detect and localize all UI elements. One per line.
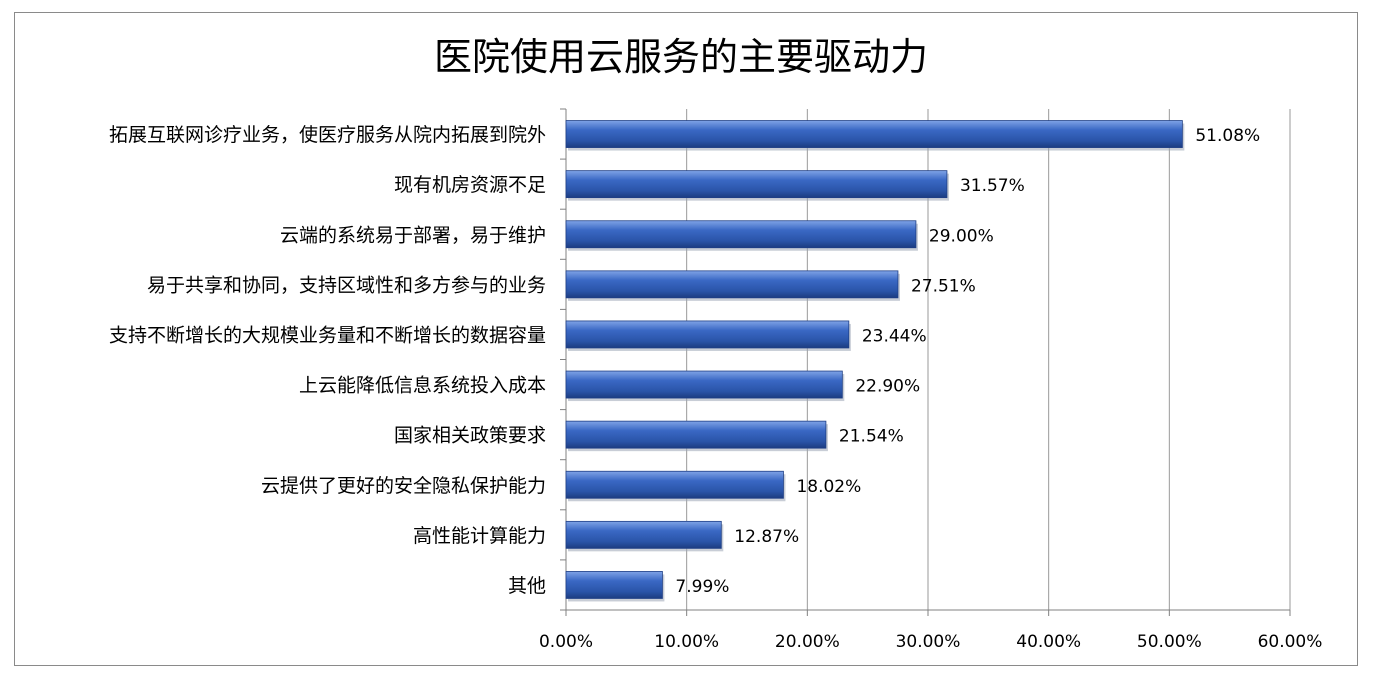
data-label: 29.00% (929, 226, 994, 246)
category-label: 其他 (508, 575, 546, 597)
bar (565, 320, 850, 349)
x-tick-label: 0.00% (539, 632, 593, 652)
bar (565, 420, 827, 449)
bar (565, 370, 843, 399)
category-label: 国家相关政策要求 (394, 425, 546, 447)
data-label: 12.87% (734, 527, 799, 547)
category-label: 云提供了更好的安全隐私保护能力 (261, 475, 546, 497)
data-label: 51.08% (1195, 126, 1260, 146)
bar (565, 470, 784, 499)
bar (565, 220, 917, 249)
category-label: 高性能计算能力 (413, 525, 546, 547)
category-label: 拓展互联网诊疗业务，使医疗服务从院内拓展到院外 (109, 124, 546, 146)
x-tick-label: 30.00% (896, 632, 961, 652)
data-label: 18.02% (796, 477, 861, 497)
x-tick-label: 50.00% (1137, 632, 1202, 652)
category-label: 支持不断增长的大规模业务量和不断增长的数据容量 (109, 324, 546, 346)
x-tick-label: 10.00% (654, 632, 719, 652)
bar (565, 120, 1183, 148)
x-tick-label: 20.00% (775, 632, 840, 652)
category-label: 上云能降低信息系统投入成本 (299, 375, 546, 397)
data-label: 21.54% (839, 427, 904, 447)
bar (565, 571, 663, 599)
chart-title: 医院使用云服务的主要驱动力 (434, 35, 928, 79)
data-label: 22.90% (855, 377, 920, 397)
bar (565, 170, 948, 199)
bar (565, 520, 722, 549)
bar (565, 270, 899, 299)
category-label: 现有机房资源不足 (394, 174, 546, 196)
bars (565, 120, 1185, 602)
data-label: 7.99% (675, 577, 729, 597)
x-tick-label: 60.00% (1258, 632, 1323, 652)
data-label: 31.57% (960, 176, 1025, 196)
x-tick-label: 40.00% (1016, 632, 1081, 652)
labels: 0.00% 10.00% 20.00% 30.00% 40.00% 50.00% 60.00… (109, 124, 1322, 652)
category-label: 易于共享和协同，支持区域性和多方参与的业务 (147, 274, 546, 296)
data-label: 23.44% (862, 326, 927, 346)
category-label: 云端的系统易于部署，易于维护 (280, 224, 546, 246)
data-label: 27.51% (911, 276, 976, 296)
